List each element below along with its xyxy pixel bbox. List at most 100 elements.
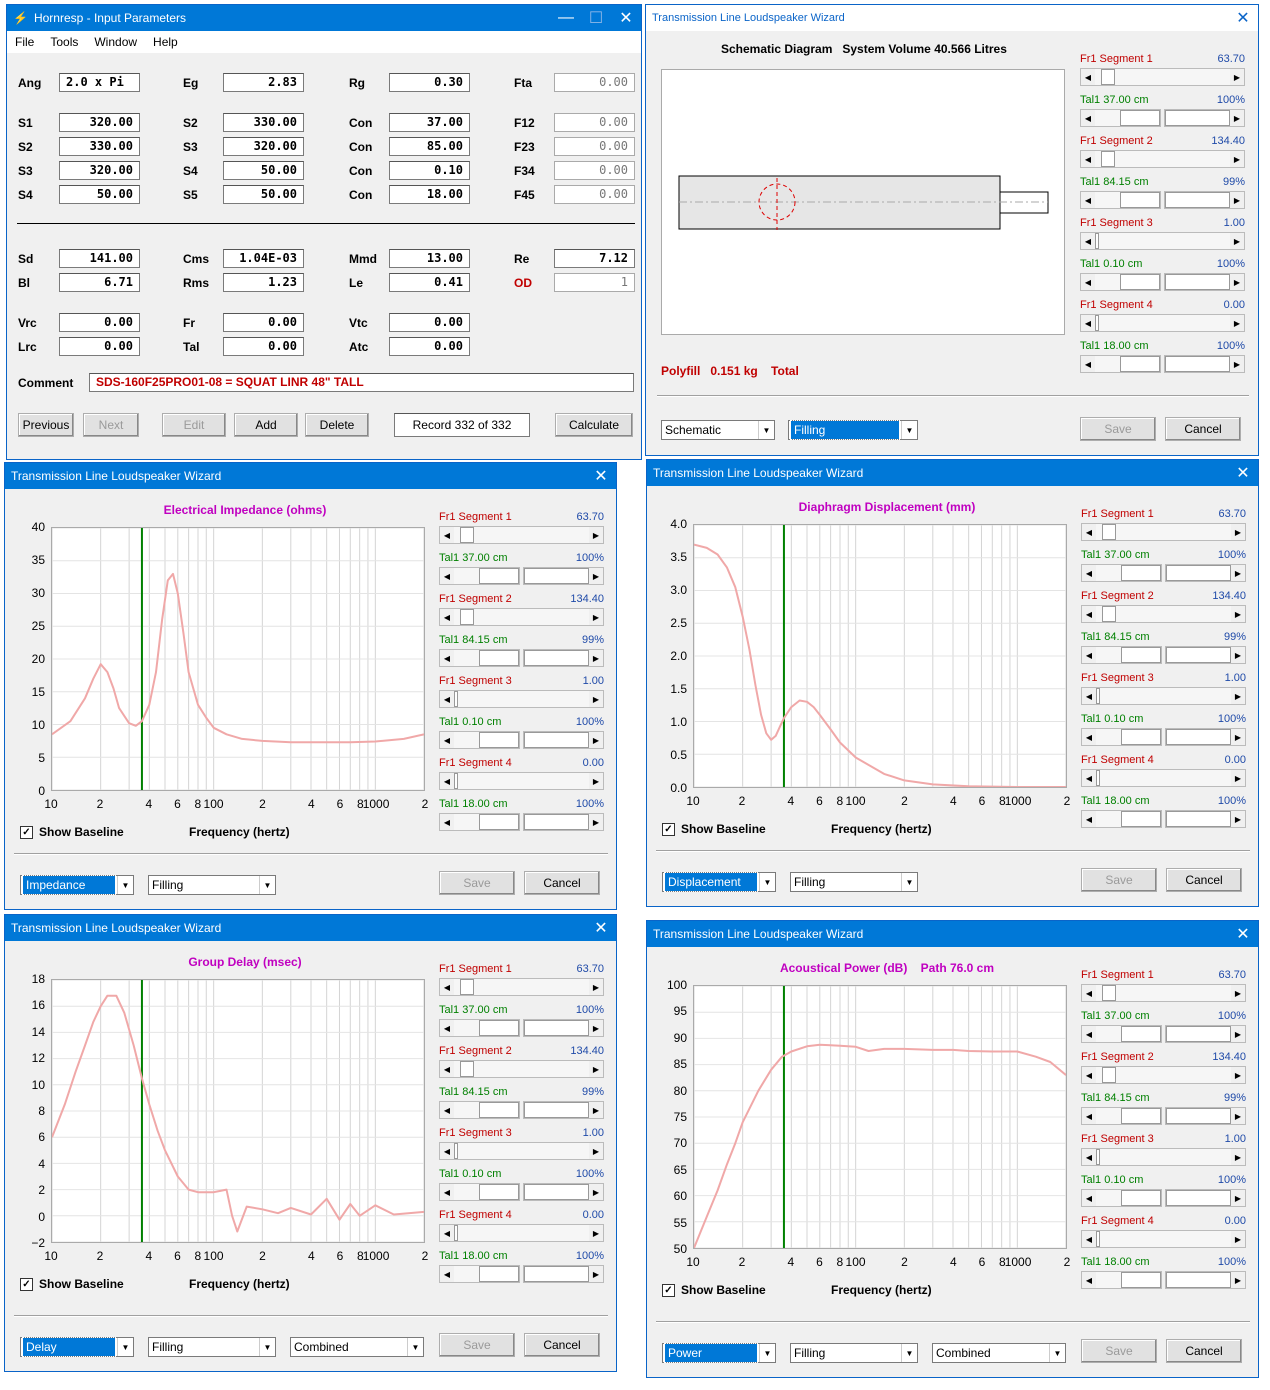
scroll-track[interactable] xyxy=(1166,811,1231,827)
scroll-track[interactable] xyxy=(1166,565,1231,581)
impedance-titlebar[interactable]: Transmission Line Loudspeaker Wizard ✕ xyxy=(5,463,616,489)
tal-scrollbar[interactable]: ◀ xyxy=(439,1101,520,1119)
param-field-vrc[interactable]: 0.00 xyxy=(59,313,140,332)
scroll-right-icon[interactable]: ▶ xyxy=(589,650,603,666)
param-field-con[interactable]: 37.00 xyxy=(389,113,470,132)
scroll-right-icon[interactable]: ▶ xyxy=(1231,1272,1245,1288)
tal-scrollbar[interactable]: ◀ xyxy=(439,567,520,585)
scroll-track[interactable] xyxy=(454,650,519,666)
param-field-bl[interactable]: 6.71 xyxy=(59,273,140,292)
scroll-left-icon[interactable]: ◀ xyxy=(1082,1067,1096,1083)
view-select[interactable]: Displacement ▼ xyxy=(662,872,776,892)
segment-fr-scrollbar[interactable]: ◀ ▶ xyxy=(1081,605,1246,623)
scroll-track[interactable] xyxy=(1165,274,1230,290)
scroll-track[interactable] xyxy=(454,609,589,625)
scroll-right-icon[interactable]: ▶ xyxy=(1231,1108,1245,1124)
param-field-con[interactable]: 0.10 xyxy=(389,161,470,180)
scroll-left-icon[interactable]: ◀ xyxy=(440,1225,454,1241)
tal-percent-scrollbar[interactable]: ▶ xyxy=(1165,1025,1246,1043)
tal-scrollbar[interactable]: ◀ xyxy=(1081,1189,1162,1207)
segment-fr-scrollbar[interactable]: ◀ ▶ xyxy=(439,608,604,626)
scroll-left-icon[interactable]: ◀ xyxy=(440,650,454,666)
scroll-left-icon[interactable]: ◀ xyxy=(1082,770,1096,786)
param-field-vtc[interactable]: 0.00 xyxy=(389,313,470,332)
tal-scrollbar[interactable]: ◀ xyxy=(1080,109,1161,127)
scroll-thumb[interactable] xyxy=(478,1266,519,1282)
scroll-thumb[interactable] xyxy=(524,1020,589,1036)
scroll-thumb[interactable] xyxy=(1095,233,1099,249)
scroll-left-icon[interactable]: ◀ xyxy=(1081,110,1095,126)
show-baseline-checkbox[interactable]: ✓ Show Baseline xyxy=(662,1283,766,1297)
param-field-rms[interactable]: 1.23 xyxy=(223,273,304,292)
scroll-right-icon[interactable]: ▶ xyxy=(589,1102,603,1118)
scroll-left-icon[interactable]: ◀ xyxy=(440,979,454,995)
scroll-track[interactable] xyxy=(454,1061,589,1077)
scroll-left-icon[interactable]: ◀ xyxy=(1081,315,1095,331)
scroll-thumb[interactable] xyxy=(1119,110,1160,126)
scroll-thumb[interactable] xyxy=(454,691,458,707)
scroll-right-icon[interactable]: ▶ xyxy=(589,527,603,543)
scroll-right-icon[interactable]: ▶ xyxy=(589,1143,603,1159)
tal-percent-scrollbar[interactable]: ▶ xyxy=(523,1183,604,1201)
scroll-thumb[interactable] xyxy=(1101,69,1115,85)
parameter-select[interactable]: Filling ▼ xyxy=(790,872,918,892)
tal-percent-scrollbar[interactable]: ▶ xyxy=(523,1101,604,1119)
scroll-track[interactable] xyxy=(1096,729,1161,745)
schematic-titlebar[interactable]: Transmission Line Loudspeaker Wizard ✕ xyxy=(646,5,1258,31)
scroll-track[interactable] xyxy=(1096,985,1231,1001)
scroll-track[interactable] xyxy=(454,527,589,543)
scroll-right-icon[interactable]: ▶ xyxy=(589,814,603,830)
segment-fr-scrollbar[interactable]: ◀ ▶ xyxy=(1080,68,1245,86)
scroll-thumb[interactable] xyxy=(460,979,474,995)
scroll-thumb[interactable] xyxy=(1102,985,1116,1001)
param-field-con[interactable]: 18.00 xyxy=(389,185,470,204)
scroll-track[interactable] xyxy=(524,1266,589,1282)
scroll-thumb[interactable] xyxy=(1102,524,1116,540)
minimize-icon[interactable]: — xyxy=(558,9,574,26)
scroll-track[interactable] xyxy=(1095,151,1230,167)
chevron-down-icon[interactable]: ▼ xyxy=(259,876,275,894)
param-field-f23[interactable]: 0.00 xyxy=(554,137,635,156)
param-field-f45[interactable]: 0.00 xyxy=(554,185,635,204)
segment-fr-scrollbar[interactable]: ◀ ▶ xyxy=(1080,314,1245,332)
scroll-thumb[interactable] xyxy=(1095,315,1099,331)
scroll-left-icon[interactable]: ◀ xyxy=(440,1143,454,1159)
scroll-right-icon[interactable]: ▶ xyxy=(589,1225,603,1241)
menu-help[interactable]: Help xyxy=(153,35,178,49)
scroll-right-icon[interactable]: ▶ xyxy=(589,1266,603,1282)
scroll-right-icon[interactable]: ▶ xyxy=(1230,69,1244,85)
scroll-track[interactable] xyxy=(1095,192,1160,208)
checkbox-box[interactable]: ✓ xyxy=(662,822,675,836)
chevron-down-icon[interactable]: ▼ xyxy=(758,421,774,439)
scroll-thumb[interactable] xyxy=(1165,274,1230,290)
scroll-track[interactable] xyxy=(1096,1231,1231,1247)
scroll-track[interactable] xyxy=(1165,192,1230,208)
scroll-thumb[interactable] xyxy=(478,568,519,584)
segment-fr-scrollbar[interactable]: ◀ ▶ xyxy=(1081,687,1246,705)
scroll-track[interactable] xyxy=(524,650,589,666)
scroll-left-icon[interactable]: ◀ xyxy=(1082,688,1096,704)
power-titlebar[interactable]: Transmission Line Loudspeaker Wizard ✕ xyxy=(647,921,1258,947)
show-baseline-checkbox[interactable]: ✓ Show Baseline xyxy=(20,825,124,839)
scroll-right-icon[interactable]: ▶ xyxy=(1231,1149,1245,1165)
scroll-right-icon[interactable]: ▶ xyxy=(1230,315,1244,331)
scroll-right-icon[interactable]: ▶ xyxy=(589,609,603,625)
scroll-track[interactable] xyxy=(454,979,589,995)
segment-fr-scrollbar[interactable]: ◀ ▶ xyxy=(1081,523,1246,541)
tal-percent-scrollbar[interactable]: ▶ xyxy=(1164,355,1245,373)
tal-scrollbar[interactable]: ◀ xyxy=(1081,646,1162,664)
scroll-left-icon[interactable]: ◀ xyxy=(1082,1272,1096,1288)
scroll-track[interactable] xyxy=(1166,1108,1231,1124)
tal-percent-scrollbar[interactable]: ▶ xyxy=(1165,646,1246,664)
chevron-down-icon[interactable]: ▼ xyxy=(259,1338,275,1356)
tal-scrollbar[interactable]: ◀ xyxy=(1080,355,1161,373)
scroll-thumb[interactable] xyxy=(478,650,519,666)
param-field-ang[interactable]: 2.0 x Pi xyxy=(59,73,140,92)
scroll-left-icon[interactable]: ◀ xyxy=(1082,565,1096,581)
tal-percent-scrollbar[interactable]: ▶ xyxy=(1164,191,1245,209)
scroll-track[interactable] xyxy=(1096,606,1231,622)
checkbox-box[interactable]: ✓ xyxy=(662,1283,675,1297)
param-field-s1[interactable]: 320.00 xyxy=(59,113,140,132)
scroll-track[interactable] xyxy=(1096,1272,1161,1288)
scroll-left-icon[interactable]: ◀ xyxy=(1082,811,1096,827)
